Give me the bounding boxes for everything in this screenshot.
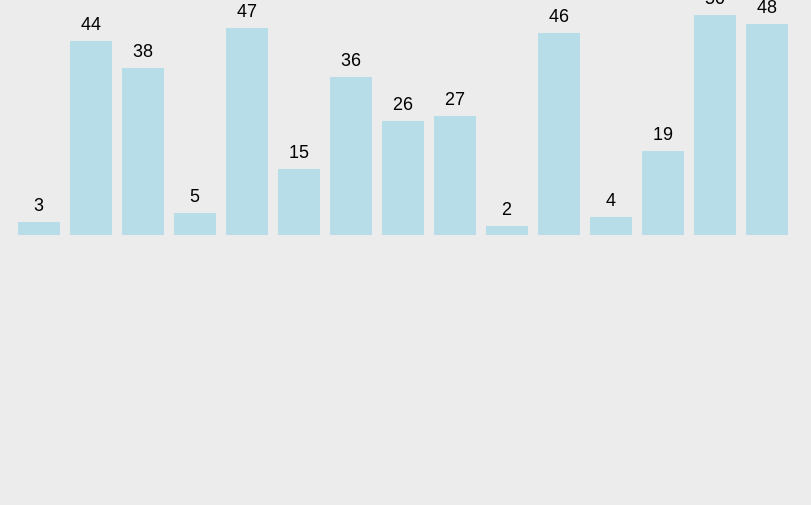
bar — [590, 217, 632, 235]
bar-value-label: 15 — [278, 142, 320, 163]
bar-value-label: 5 — [174, 186, 216, 207]
bar — [122, 68, 164, 235]
bar — [226, 28, 268, 235]
bar-value-label: 27 — [434, 89, 476, 110]
bar-value-label: 44 — [70, 14, 112, 35]
bar-value-label: 50 — [694, 0, 736, 9]
bar-value-label: 36 — [330, 50, 372, 71]
bar-value-label: 26 — [382, 94, 424, 115]
bar-value-label: 19 — [642, 124, 684, 145]
bar — [746, 24, 788, 235]
bar-value-label: 46 — [538, 6, 580, 27]
bar — [538, 33, 580, 235]
bar — [382, 121, 424, 235]
bar-value-label: 48 — [746, 0, 788, 18]
bar — [18, 222, 60, 235]
bar — [694, 15, 736, 235]
bar — [642, 151, 684, 235]
bar — [278, 169, 320, 235]
bar — [486, 226, 528, 235]
bar — [434, 116, 476, 235]
bar-value-label: 2 — [486, 199, 528, 220]
bar-value-label: 3 — [18, 195, 60, 216]
bar — [330, 77, 372, 235]
bar — [70, 41, 112, 235]
bar — [174, 213, 216, 235]
chart-canvas: 3 44 38 5 47 15 36 26 27 2 46 4 19 50 48 — [0, 0, 811, 505]
bar-value-label: 38 — [122, 41, 164, 62]
bar-value-label: 4 — [590, 190, 632, 211]
bar-value-label: 47 — [226, 1, 268, 22]
